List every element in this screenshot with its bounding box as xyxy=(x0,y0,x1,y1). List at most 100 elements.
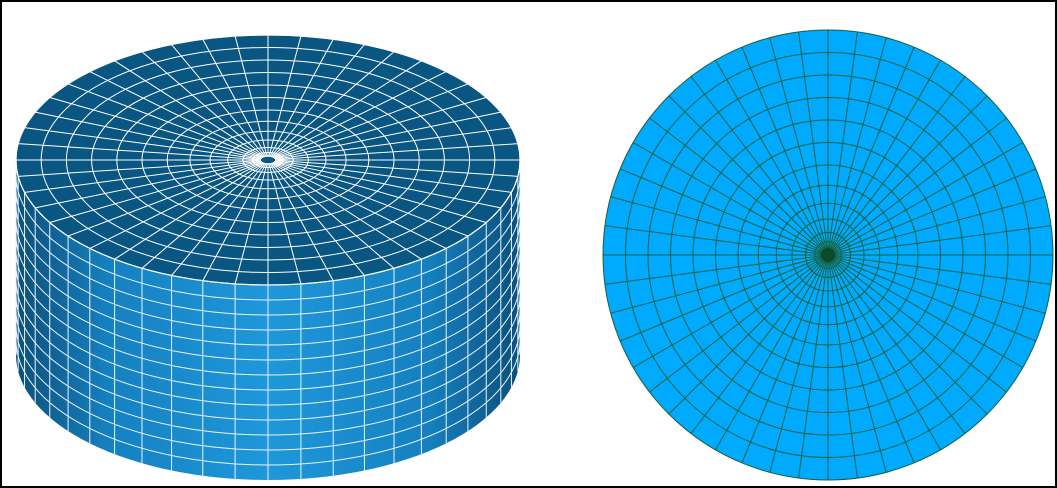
disk-mesh-spoke xyxy=(827,37,887,256)
top-mesh-spoke xyxy=(234,35,268,157)
top-mesh-spoke xyxy=(274,161,487,223)
disk-mesh-spoke xyxy=(769,37,829,256)
disk-center xyxy=(821,248,835,262)
top-mesh-spoke xyxy=(202,39,267,157)
side-mesh-ring xyxy=(15,309,521,436)
disk-mesh-spoke xyxy=(827,225,1052,256)
disk-mesh-spoke xyxy=(827,254,1037,342)
top-mesh-spoke xyxy=(202,163,267,281)
top-mesh-spoke xyxy=(270,163,365,276)
disk-mesh-spoke xyxy=(827,95,988,256)
disk-mesh-spoke xyxy=(827,31,858,256)
disk-mesh-spoke xyxy=(715,254,829,451)
disk-mesh-spoke xyxy=(741,254,829,464)
disk-mesh-spoke xyxy=(827,254,1024,368)
side-mesh-ring xyxy=(15,279,521,406)
disk-mesh-spoke xyxy=(668,254,829,415)
disk-mesh-spoke xyxy=(690,254,829,434)
top-mesh-spoke xyxy=(171,44,266,157)
top-mesh-spoke xyxy=(273,71,447,158)
disk-mesh-spoke xyxy=(827,254,1007,393)
disk-mesh-spoke xyxy=(604,254,829,285)
top-mesh-spoke xyxy=(274,111,501,160)
side-mesh-ring xyxy=(15,339,521,466)
top-mesh-spoke xyxy=(269,163,334,281)
disk-mesh-spoke xyxy=(632,142,829,256)
top-mesh-spoke xyxy=(272,162,422,260)
disk-mesh-spoke xyxy=(827,76,966,256)
disk-mesh-spoke xyxy=(610,254,829,314)
top-mesh-spoke xyxy=(89,71,263,158)
top-mesh-spoke xyxy=(275,160,512,193)
top-mesh-spoke xyxy=(24,127,261,160)
disk-mesh-spoke xyxy=(798,31,829,256)
disk-mesh-spoke xyxy=(827,254,966,434)
top-mesh-spoke xyxy=(114,162,264,260)
disk-mesh-spoke xyxy=(741,46,829,256)
top-mesh-spoke xyxy=(234,163,268,285)
top-mesh-spoke xyxy=(18,159,261,177)
top-mesh-spoke xyxy=(171,163,266,276)
disk-mesh-spoke xyxy=(827,254,1052,285)
top-mesh-spoke xyxy=(49,97,262,159)
disk-mesh-spoke xyxy=(827,254,988,415)
top-mesh-spoke xyxy=(275,159,518,177)
disk-mesh-spoke xyxy=(632,254,829,368)
disk-mesh-spoke xyxy=(827,117,1007,256)
top-mesh-spoke xyxy=(18,143,261,161)
side-mesh-ring xyxy=(15,324,521,451)
disk-mesh-spoke xyxy=(798,254,829,479)
top-mesh-spoke xyxy=(275,143,518,161)
top-mesh-spoke xyxy=(67,161,263,237)
side-mesh-ring xyxy=(15,189,521,316)
top-mesh-spoke xyxy=(271,162,395,269)
side-mesh-ring xyxy=(15,174,521,301)
disk-mesh-spoke xyxy=(827,254,1046,314)
disk-mesh-spoke xyxy=(827,254,941,451)
disk-mesh-spoke xyxy=(619,168,829,256)
disk-mesh-spoke xyxy=(649,254,829,393)
top-mesh-spoke xyxy=(49,161,262,223)
disk-mesh-spoke xyxy=(827,59,941,256)
disk-mesh-spoke xyxy=(827,168,1037,256)
side-mesh-ring xyxy=(15,204,521,331)
disk-mesh-spoke xyxy=(827,196,1046,256)
top-mesh-spoke xyxy=(275,127,512,160)
side-mesh-ring xyxy=(15,264,521,391)
top-mesh-spoke xyxy=(67,83,263,159)
disk-mesh-spoke xyxy=(769,254,829,473)
side-mesh-ring xyxy=(15,234,521,361)
top-mesh-spoke xyxy=(268,35,302,157)
disk-mesh-spoke xyxy=(827,254,915,464)
top-mesh-spoke xyxy=(24,160,261,193)
disk-mesh-spoke xyxy=(619,254,829,342)
disk-mesh-spoke xyxy=(649,117,829,256)
top-mesh-spoke xyxy=(274,160,501,209)
cylinder-mesh xyxy=(15,34,521,480)
top-mesh-spoke xyxy=(271,51,395,158)
top-mesh-spoke xyxy=(141,51,265,158)
disk-mesh-spoke xyxy=(827,254,858,479)
top-mesh-spoke xyxy=(274,97,487,159)
disk-mesh-spoke xyxy=(668,95,829,256)
side-mesh-ring xyxy=(15,294,521,421)
top-mesh-spoke xyxy=(114,60,264,158)
disk-mesh-spoke xyxy=(690,76,829,256)
top-mesh-spoke xyxy=(270,44,365,157)
disk-mesh-spoke xyxy=(827,254,887,473)
side-mesh-ring xyxy=(15,219,521,346)
top-mesh-spoke xyxy=(273,161,469,237)
top-mesh-spoke xyxy=(273,83,469,159)
top-mesh-spoke xyxy=(268,163,302,285)
disk-mesh-spoke xyxy=(827,142,1024,256)
disk-mesh-spoke xyxy=(715,59,829,256)
top-mesh-spoke xyxy=(273,162,447,249)
side-mesh-ring xyxy=(15,249,521,376)
disk-mesh-spoke xyxy=(610,196,829,256)
disk-mesh-spoke xyxy=(827,46,915,256)
disk-mesh xyxy=(602,29,1054,481)
top-mesh-spoke xyxy=(35,111,262,160)
disk-mesh-spoke xyxy=(604,225,829,256)
top-mesh-spoke xyxy=(89,162,263,249)
